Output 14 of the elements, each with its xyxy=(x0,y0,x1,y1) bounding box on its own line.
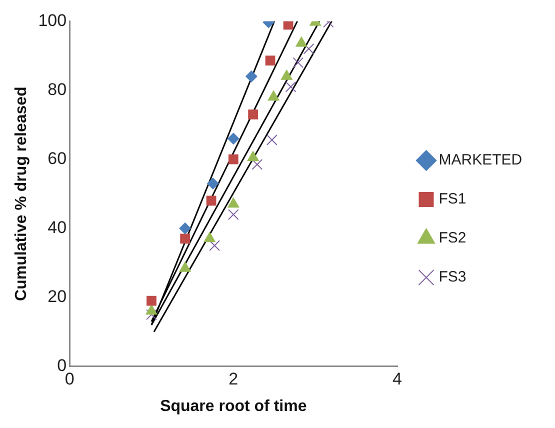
y-tick-label: 80 xyxy=(48,80,67,99)
y-axis-title: Cumulative % drug released xyxy=(13,86,30,301)
y-tick-label: 100 xyxy=(38,10,67,30)
x-tick-label: 2 xyxy=(228,369,238,388)
y-tick-label: 60 xyxy=(48,148,67,168)
legend-label: MARKETED xyxy=(438,152,522,169)
legend-label: FS3 xyxy=(438,268,466,286)
legend-label: FS1 xyxy=(438,190,466,208)
y-tick-label: 40 xyxy=(48,218,67,238)
x-axis-title: Square root of time xyxy=(160,398,307,415)
y-tick-label: 0 xyxy=(57,356,67,376)
x-tick-label: 4 xyxy=(392,369,402,388)
y-tick-label: 20 xyxy=(48,287,67,306)
legend-label: FS2 xyxy=(438,230,466,247)
